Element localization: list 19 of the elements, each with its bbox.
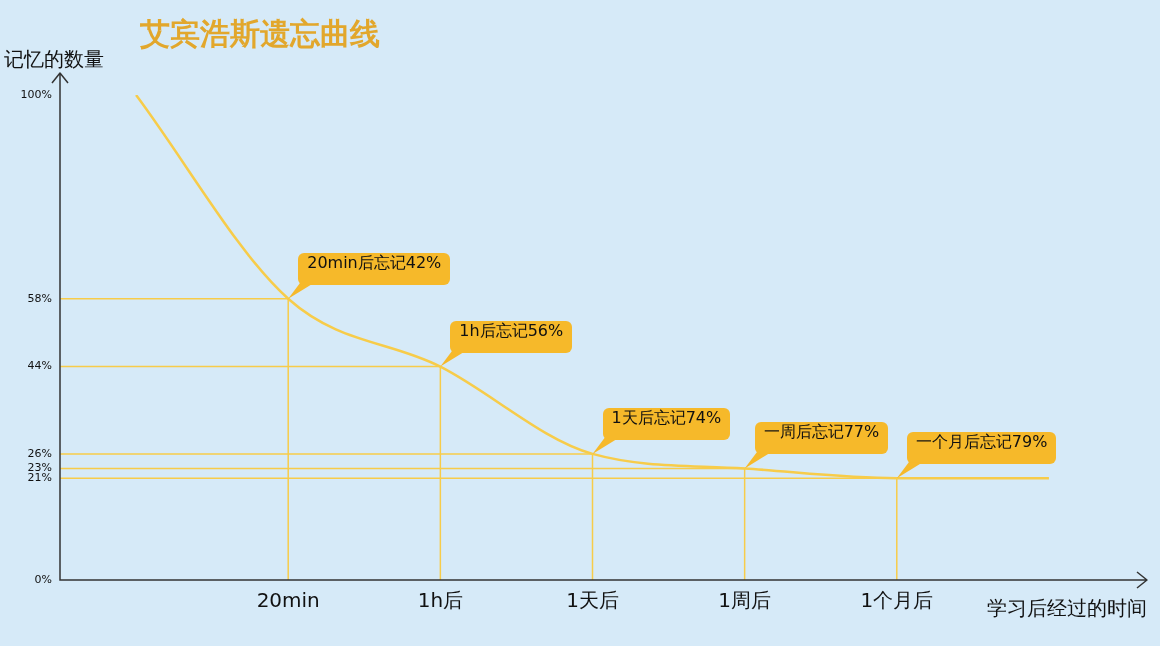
x-tick-label: 1周后	[718, 588, 772, 613]
y-tick-label: 21%	[27, 471, 52, 485]
annotation: 一个月后忘记79%	[906, 432, 1057, 465]
y-tick-label: 0%	[34, 572, 52, 586]
annotation: 1h后忘记56%	[450, 320, 573, 353]
y-tick-label: 58%	[27, 291, 52, 305]
x-tick-label: 20min	[256, 588, 320, 613]
x-tick-label: 1个月后	[860, 588, 934, 613]
y-tick-label: 44%	[27, 359, 52, 373]
y-tick-label: 26%	[27, 446, 52, 460]
y-tick-label: 100%	[20, 87, 52, 101]
x-tick-label: 1h后	[417, 588, 464, 613]
x-axis-title: 学习后经过的时间	[987, 596, 1147, 621]
annotation: 1天后忘记74%	[602, 407, 731, 440]
annotation: 20min后忘记42%	[298, 252, 451, 285]
chart-title: 艾宾浩斯遗忘曲线	[139, 15, 380, 51]
annotation: 一周后忘记77%	[754, 422, 889, 455]
y-axis-title: 记忆的数量	[4, 47, 104, 72]
x-tick-label: 1天后	[566, 588, 619, 613]
